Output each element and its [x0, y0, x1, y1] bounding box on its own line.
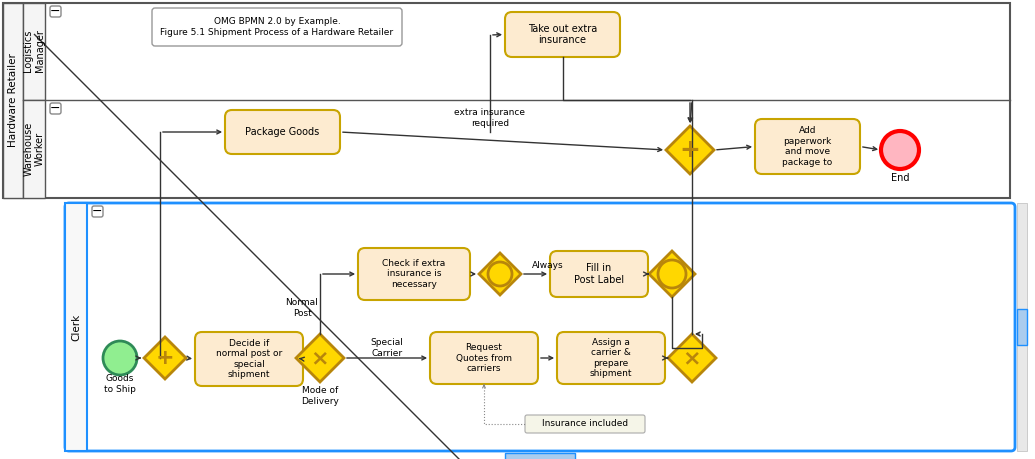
Text: OMG BPMN 2.0 by Example.
Figure 5.1 Shipment Process of a Hardware Retailer: OMG BPMN 2.0 by Example. Figure 5.1 Ship…: [160, 17, 393, 37]
FancyBboxPatch shape: [525, 415, 645, 433]
Text: +: +: [155, 348, 174, 368]
Bar: [3, 3, 1010, 198]
Bar: [1017, 309, 1027, 345]
Text: Special
Carrier: Special Carrier: [371, 338, 404, 358]
FancyBboxPatch shape: [195, 332, 303, 386]
Bar: [3, 3, 23, 198]
Polygon shape: [296, 334, 344, 382]
Text: −: −: [50, 101, 60, 114]
Text: +: +: [680, 138, 701, 162]
Text: extra insurance
required: extra insurance required: [454, 108, 526, 128]
Bar: [23, 100, 45, 198]
FancyBboxPatch shape: [358, 248, 470, 300]
FancyBboxPatch shape: [92, 206, 104, 217]
FancyBboxPatch shape: [152, 8, 402, 46]
Text: −: −: [92, 205, 102, 218]
Text: Always: Always: [532, 262, 564, 270]
Bar: [505, 453, 575, 459]
FancyBboxPatch shape: [550, 251, 648, 297]
Polygon shape: [649, 251, 694, 297]
Text: ×: ×: [683, 348, 702, 368]
Text: Logistics
Manager: Logistics Manager: [23, 29, 45, 73]
Text: Decide if
normal post or
special
shipment: Decide if normal post or special shipmen…: [216, 339, 283, 379]
Text: Assign a
carrier &
prepare
shipment: Assign a carrier & prepare shipment: [590, 338, 632, 378]
Text: ×: ×: [310, 348, 329, 368]
Text: −: −: [50, 5, 60, 17]
Text: Insurance included: Insurance included: [542, 420, 628, 429]
Text: Add
paperwork
and move
package to: Add paperwork and move package to: [782, 126, 832, 167]
FancyBboxPatch shape: [50, 6, 61, 17]
Polygon shape: [666, 126, 714, 174]
Text: Warehouse
Worker: Warehouse Worker: [23, 122, 45, 176]
FancyBboxPatch shape: [505, 12, 620, 57]
Bar: [23, 3, 45, 100]
Text: Hardware Retailer: Hardware Retailer: [8, 53, 18, 147]
Text: End: End: [891, 173, 910, 183]
Polygon shape: [479, 253, 521, 295]
FancyBboxPatch shape: [50, 103, 61, 114]
FancyBboxPatch shape: [65, 203, 1015, 451]
Text: Mode of
Delivery: Mode of Delivery: [301, 386, 338, 406]
Polygon shape: [668, 334, 716, 382]
Text: Fill in
Post Label: Fill in Post Label: [574, 263, 624, 285]
FancyBboxPatch shape: [755, 119, 860, 174]
FancyBboxPatch shape: [557, 332, 666, 384]
Text: Clerk: Clerk: [71, 313, 81, 341]
Text: Normal
Post: Normal Post: [286, 298, 319, 318]
Text: Request
Quotes from
carriers: Request Quotes from carriers: [456, 343, 512, 373]
Text: Package Goods: Package Goods: [245, 127, 320, 137]
Polygon shape: [144, 337, 186, 379]
Circle shape: [104, 341, 137, 375]
Text: Take out extra
insurance: Take out extra insurance: [528, 24, 597, 45]
Circle shape: [881, 131, 919, 169]
Text: Goods
to Ship: Goods to Ship: [105, 374, 136, 394]
Bar: [65, 203, 87, 451]
FancyBboxPatch shape: [430, 332, 538, 384]
Text: Check if extra
insurance is
necessary: Check if extra insurance is necessary: [382, 259, 446, 289]
Bar: [1017, 203, 1027, 451]
FancyBboxPatch shape: [225, 110, 341, 154]
